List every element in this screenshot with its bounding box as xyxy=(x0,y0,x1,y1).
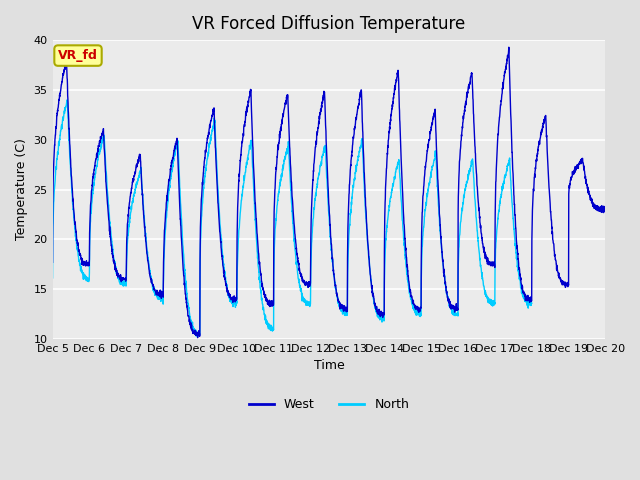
North xyxy=(49,275,56,281)
West xyxy=(532,165,540,170)
North xyxy=(145,258,152,264)
Text: VR_fd: VR_fd xyxy=(58,49,98,62)
West xyxy=(49,259,56,265)
Line: West: West xyxy=(52,47,605,337)
North xyxy=(260,312,268,318)
West xyxy=(112,266,120,272)
X-axis label: Time: Time xyxy=(314,360,344,372)
Title: VR Forced Diffusion Temperature: VR Forced Diffusion Temperature xyxy=(193,15,466,33)
West xyxy=(591,204,599,210)
West xyxy=(505,44,513,50)
Line: North: North xyxy=(52,100,532,336)
West xyxy=(261,293,269,299)
Legend: West, North: West, North xyxy=(244,394,414,416)
West xyxy=(145,261,152,266)
West xyxy=(194,335,202,340)
West xyxy=(285,121,292,127)
Y-axis label: Temperature (C): Temperature (C) xyxy=(15,139,28,240)
North xyxy=(112,264,120,270)
North xyxy=(285,144,292,149)
West xyxy=(602,204,609,210)
